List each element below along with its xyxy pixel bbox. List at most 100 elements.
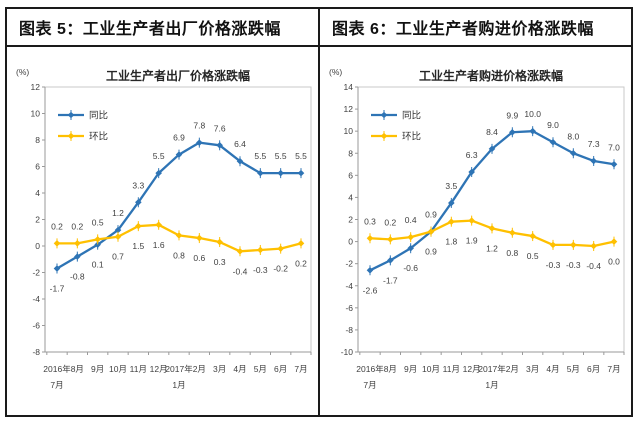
- svg-text:2017年: 2017年: [165, 364, 193, 374]
- svg-text:环比: 环比: [89, 131, 108, 143]
- figure-table: 图表 5：工业生产者出厂价格涨跌幅 工业生产者出厂价格涨跌幅 (%) 12 10 8 6 4…: [5, 7, 633, 417]
- panel-divider: [318, 9, 320, 415]
- panel-header-purchasing-text: 图表 6：工业生产者购进价格涨跌幅: [332, 21, 594, 38]
- svg-text:7月: 7月: [363, 380, 376, 390]
- chart-area-purchasing: 工业生产者购进价格涨跌幅 (%) 14 12 10 8 6 4 2 0 -2 -4 -6 -8 -10 201…: [320, 47, 631, 415]
- svg-text:-2: -2: [345, 259, 353, 269]
- svg-text:-1.7: -1.7: [50, 284, 65, 294]
- svg-text:8月: 8月: [384, 364, 397, 374]
- svg-text:6.3: 6.3: [466, 150, 478, 160]
- svg-text:3月: 3月: [526, 364, 539, 374]
- svg-text:0.9: 0.9: [425, 210, 437, 220]
- svg-text:-6: -6: [32, 321, 40, 331]
- svg-text:2月: 2月: [506, 364, 519, 374]
- svg-text:9.9: 9.9: [506, 110, 518, 120]
- svg-text:5.5: 5.5: [275, 151, 287, 161]
- svg-text:-6: -6: [345, 303, 353, 313]
- svg-text:3.3: 3.3: [132, 180, 144, 190]
- svg-text:-0.3: -0.3: [253, 265, 268, 275]
- svg-text:-2: -2: [32, 268, 40, 278]
- svg-text:8: 8: [348, 148, 353, 158]
- svg-text:9月: 9月: [91, 364, 104, 374]
- svg-text:-8: -8: [345, 325, 353, 335]
- svg-text:2: 2: [348, 215, 353, 225]
- svg-text:-0.2: -0.2: [273, 264, 288, 274]
- svg-text:1.6: 1.6: [153, 240, 165, 250]
- svg-text:5月: 5月: [567, 364, 580, 374]
- svg-text:2月: 2月: [193, 364, 206, 374]
- svg-text:12: 12: [31, 82, 41, 92]
- svg-text:10月: 10月: [422, 364, 440, 374]
- svg-text:5.5: 5.5: [254, 151, 266, 161]
- svg-text:2017年: 2017年: [478, 364, 506, 374]
- svg-text:-0.4: -0.4: [586, 261, 601, 271]
- svg-text:-4: -4: [345, 281, 353, 291]
- svg-text:5月: 5月: [254, 364, 267, 374]
- svg-text:9.0: 9.0: [547, 120, 559, 130]
- svg-text:8.4: 8.4: [486, 127, 498, 137]
- svg-text:6.9: 6.9: [173, 133, 185, 143]
- svg-text:5.5: 5.5: [295, 151, 307, 161]
- svg-text:环比: 环比: [402, 131, 421, 143]
- svg-text:-8: -8: [32, 347, 40, 357]
- svg-text:0.4: 0.4: [405, 215, 417, 225]
- svg-text:3.5: 3.5: [445, 181, 457, 191]
- chart-area-factory: 工业生产者出厂价格涨跌幅 (%) 12 10 8 6 4 2 0 -2 -4 -6 -8 2016年 7月 8…: [7, 47, 318, 415]
- svg-text:8: 8: [35, 135, 40, 145]
- svg-text:0.6: 0.6: [193, 253, 205, 263]
- svg-text:12月: 12月: [150, 364, 168, 374]
- svg-text:6: 6: [348, 170, 353, 180]
- svg-text:7.0: 7.0: [608, 142, 620, 152]
- svg-text:-10: -10: [341, 347, 354, 357]
- svg-text:2016年: 2016年: [356, 364, 384, 374]
- svg-text:同比: 同比: [89, 110, 108, 122]
- svg-text:7月: 7月: [294, 364, 307, 374]
- svg-text:4: 4: [35, 188, 40, 198]
- svg-text:-0.4: -0.4: [233, 266, 248, 276]
- svg-text:4: 4: [348, 192, 353, 202]
- svg-text:0.2: 0.2: [384, 217, 396, 227]
- svg-text:7月: 7月: [607, 364, 620, 374]
- svg-text:同比: 同比: [402, 110, 421, 122]
- svg-text:6.4: 6.4: [234, 139, 246, 149]
- panel-header-factory-text: 图表 5：工业生产者出厂价格涨跌幅: [19, 21, 281, 38]
- svg-text:0: 0: [35, 241, 40, 251]
- svg-text:0.0: 0.0: [608, 257, 620, 267]
- ppi-purchasing-price-chart: 工业生产者购进价格涨跌幅(%)14121086420-2-4-6-8-10201…: [329, 67, 625, 390]
- svg-text:1.9: 1.9: [466, 236, 478, 246]
- svg-text:10: 10: [31, 109, 41, 119]
- svg-text:-1.7: -1.7: [383, 275, 398, 285]
- svg-text:7.3: 7.3: [588, 139, 600, 149]
- panel-purchasing-prices: 图表 6：工业生产者购进价格涨跌幅 工业生产者购进价格涨跌幅 (%) 14 12 10 8…: [320, 9, 631, 415]
- svg-text:0.1: 0.1: [92, 260, 104, 270]
- svg-text:10月: 10月: [109, 364, 127, 374]
- svg-text:1.5: 1.5: [132, 241, 144, 251]
- svg-text:0.2: 0.2: [71, 221, 83, 231]
- svg-text:2016年: 2016年: [43, 364, 71, 374]
- svg-text:工业生产者购进价格涨跌幅: 工业生产者购进价格涨跌幅: [419, 68, 563, 83]
- svg-text:8月: 8月: [71, 364, 84, 374]
- svg-text:0.3: 0.3: [364, 216, 376, 226]
- svg-text:9月: 9月: [404, 364, 417, 374]
- svg-text:8.0: 8.0: [567, 131, 579, 141]
- svg-text:2: 2: [35, 215, 40, 225]
- svg-text:0.2: 0.2: [51, 221, 63, 231]
- svg-text:5.5: 5.5: [153, 151, 165, 161]
- panel-factory-prices: 图表 5：工业生产者出厂价格涨跌幅 工业生产者出厂价格涨跌幅 (%) 12 10 8 6 4…: [7, 9, 318, 415]
- svg-text:-0.6: -0.6: [403, 263, 418, 273]
- svg-text:10: 10: [344, 126, 354, 136]
- svg-text:1.2: 1.2: [112, 208, 124, 218]
- panel-header-factory: 图表 5：工业生产者出厂价格涨跌幅: [7, 9, 318, 47]
- svg-text:3月: 3月: [213, 364, 226, 374]
- svg-text:0.2: 0.2: [295, 258, 307, 268]
- svg-text:(%): (%): [329, 67, 342, 77]
- panel-header-purchasing: 图表 6：工业生产者购进价格涨跌幅: [320, 9, 631, 47]
- svg-text:0: 0: [348, 237, 353, 247]
- svg-text:1.2: 1.2: [486, 243, 498, 253]
- svg-text:0.5: 0.5: [527, 251, 539, 261]
- svg-text:1月: 1月: [485, 380, 498, 390]
- svg-text:0.5: 0.5: [92, 217, 104, 227]
- svg-text:0.7: 0.7: [112, 252, 124, 262]
- svg-text:0.3: 0.3: [214, 257, 226, 267]
- svg-text:10.0: 10.0: [524, 109, 541, 119]
